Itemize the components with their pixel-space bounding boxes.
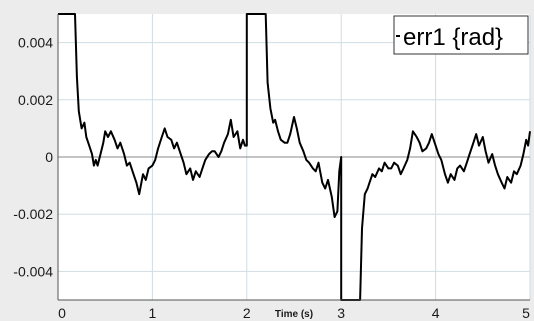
legend-box: [393, 15, 529, 55]
x-axis-label: Time (s): [275, 309, 313, 320]
x-tick-label: 1: [149, 305, 157, 321]
legend-entry-err1: err1 {rad}: [403, 24, 503, 51]
y-tick-label: 0.002: [18, 92, 53, 108]
y-tick-label: -0.002: [13, 206, 53, 222]
legend: err1 {rad}: [393, 15, 529, 55]
y-tick-label: -0.004: [13, 263, 53, 279]
x-tick-label: 4: [432, 305, 440, 321]
y-tick-label: 0: [45, 149, 53, 165]
x-tick-label: 2: [243, 305, 251, 321]
x-tick-label: 3: [337, 305, 345, 321]
y-tick-label: 0.004: [18, 35, 53, 51]
x-tick-label: 0: [58, 305, 66, 321]
y-tick-labels: 0.004 0.002 0 -0.002 -0.004: [13, 35, 53, 280]
x-tick-labels: 0 1 2 3 4 5: [58, 305, 530, 321]
series-line-0: [58, 13, 531, 301]
series-layer: [58, 13, 531, 301]
x-tick-label: 5: [522, 305, 530, 321]
